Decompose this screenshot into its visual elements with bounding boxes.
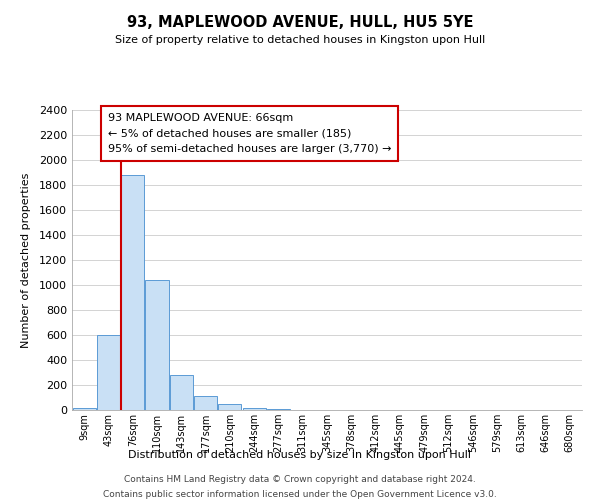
- Bar: [170, 375, 193, 410]
- Bar: [97, 335, 120, 410]
- Text: Contains HM Land Registry data © Crown copyright and database right 2024.: Contains HM Land Registry data © Crown c…: [124, 475, 476, 484]
- Text: 93, MAPLEWOOD AVENUE, HULL, HU5 5YE: 93, MAPLEWOOD AVENUE, HULL, HU5 5YE: [127, 15, 473, 30]
- Y-axis label: Number of detached properties: Number of detached properties: [20, 172, 31, 348]
- Bar: [194, 396, 217, 410]
- Bar: [121, 175, 144, 410]
- Bar: [242, 408, 266, 410]
- Bar: [218, 404, 241, 410]
- Text: Distribution of detached houses by size in Kingston upon Hull: Distribution of detached houses by size …: [128, 450, 472, 460]
- Text: 93 MAPLEWOOD AVENUE: 66sqm
← 5% of detached houses are smaller (185)
95% of semi: 93 MAPLEWOOD AVENUE: 66sqm ← 5% of detac…: [108, 113, 391, 154]
- Bar: [145, 280, 169, 410]
- Text: Size of property relative to detached houses in Kingston upon Hull: Size of property relative to detached ho…: [115, 35, 485, 45]
- Text: Contains public sector information licensed under the Open Government Licence v3: Contains public sector information licen…: [103, 490, 497, 499]
- Bar: [73, 408, 95, 410]
